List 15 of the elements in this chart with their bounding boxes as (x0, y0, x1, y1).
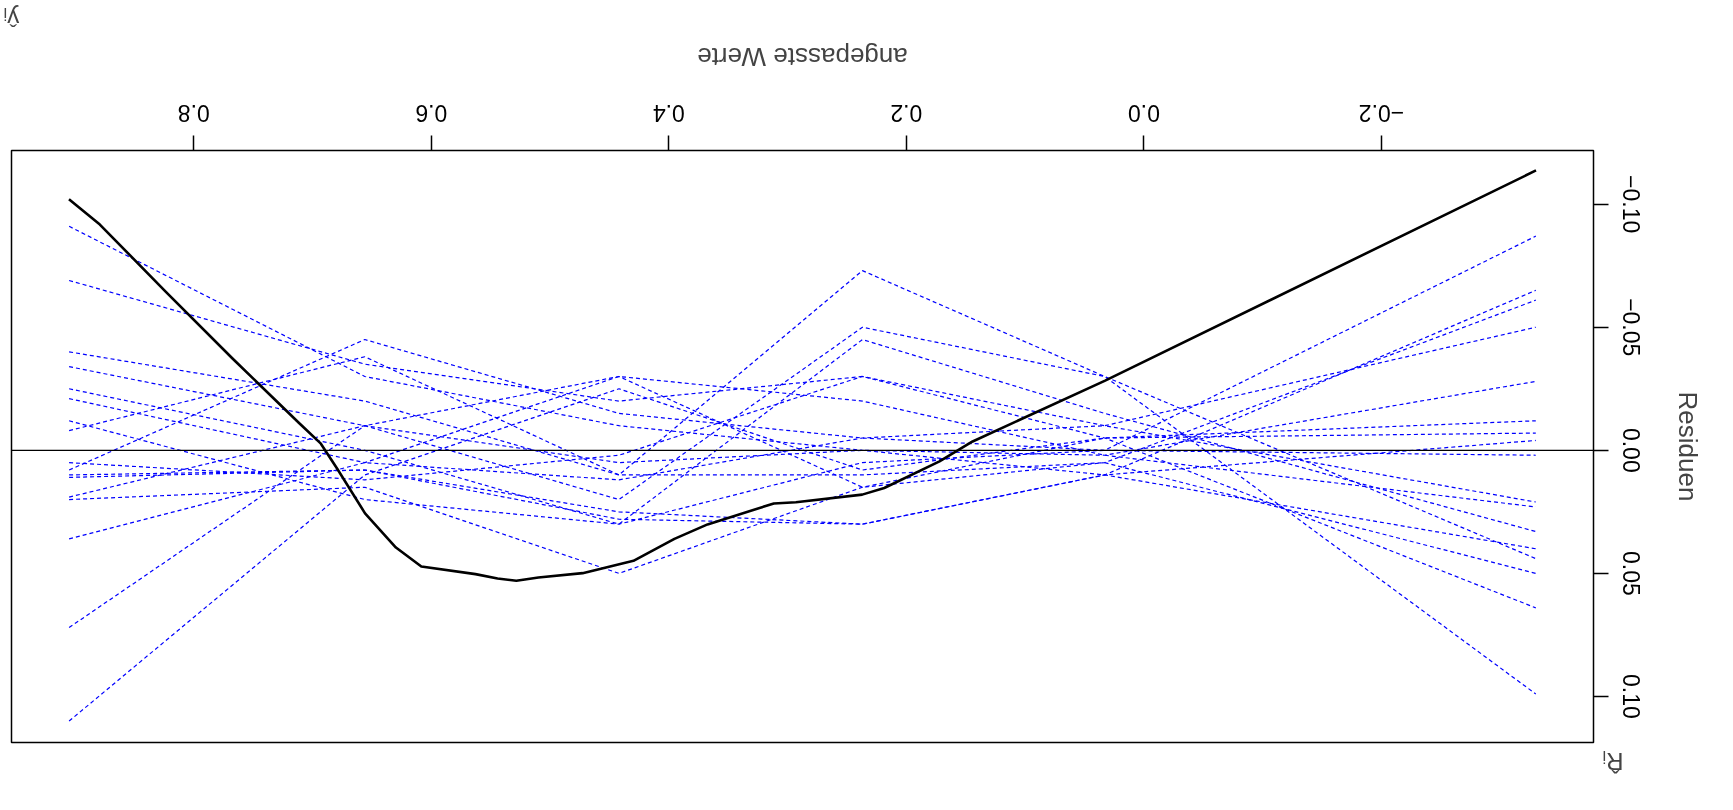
text: ŷᵢ (3, 4, 20, 32)
y-tick-label: −0.10 (1617, 175, 1644, 234)
y-tick-label: 0.00 (1617, 427, 1644, 473)
y-tick-label: 0.05 (1617, 551, 1644, 596)
text: R̂ᵢ (1602, 747, 1624, 775)
x-tick-label: −0.2 (1358, 99, 1405, 126)
x-tick-label: 0.2 (890, 99, 923, 126)
x-tick-label: 0.4 (652, 99, 685, 126)
y-tick-label: −0.05 (1617, 298, 1644, 357)
x-tick-label: 0.8 (177, 99, 210, 126)
y-axis-title: Residuen (1672, 391, 1703, 502)
x-tick-label: 0.0 (1127, 99, 1160, 126)
y-tick-label: 0.10 (1617, 674, 1644, 719)
x-axis-title: angepasste Werte (697, 41, 908, 72)
x-tick-label: 0.6 (415, 99, 448, 126)
